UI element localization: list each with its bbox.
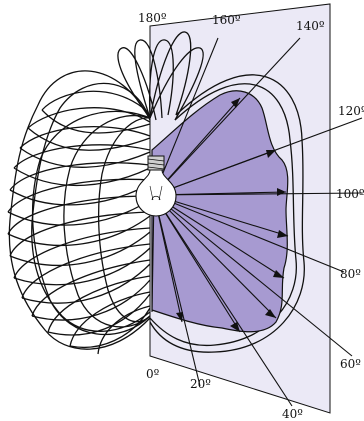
angle-label-140: 140º bbox=[296, 19, 325, 33]
angle-label-0: 0º bbox=[146, 367, 160, 381]
angle-label-20: 20º bbox=[190, 377, 211, 391]
light-bulb-icon bbox=[135, 155, 177, 217]
angle-label-40: 40º bbox=[282, 407, 303, 421]
intensity-distribution bbox=[151, 90, 289, 333]
angle-label-100: 100º bbox=[336, 187, 364, 201]
angle-label-120: 120º bbox=[338, 104, 364, 118]
angle-label-80: 80º bbox=[340, 267, 361, 281]
angle-label-160: 160º bbox=[212, 13, 241, 27]
ray-arrowheads bbox=[176, 98, 288, 332]
angle-label-180: 180º bbox=[138, 11, 167, 25]
wireframe-solid bbox=[7, 31, 305, 355]
angle-label-60: 60º bbox=[340, 357, 361, 371]
